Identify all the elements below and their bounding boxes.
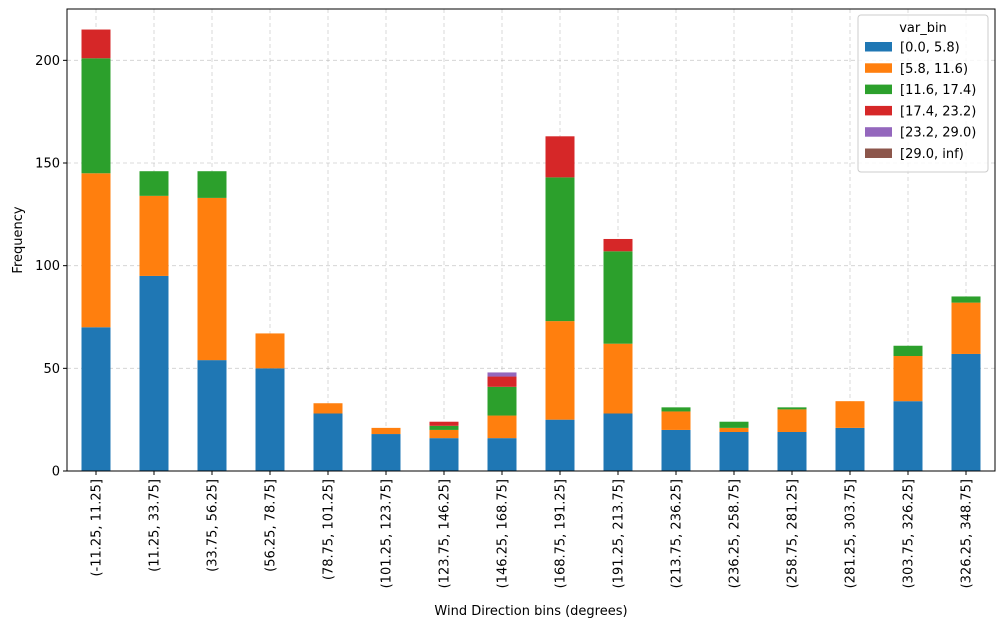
legend-label: [29.0, inf) (900, 147, 964, 162)
bar-segment (893, 356, 923, 402)
y-tick-label: 0 (52, 465, 60, 480)
bar-segment (603, 413, 633, 471)
bar-segment (603, 238, 633, 252)
legend-label: [17.4, 23.2) (900, 104, 976, 119)
y-axis: 0 50 100 150 200 (35, 54, 67, 480)
bar-segment (371, 427, 401, 435)
x-tick-label: (213.75, 236.25] (670, 479, 685, 588)
bar-segment (197, 171, 227, 198)
bar-segment (487, 372, 517, 377)
bar-segment (893, 401, 923, 471)
bar-segment (719, 427, 749, 432)
legend-label: [11.6, 17.4) (900, 83, 976, 98)
y-tick-label: 150 (35, 157, 60, 172)
y-axis-label: Frequency (11, 206, 26, 273)
bars (81, 29, 981, 471)
x-tick-label: (168.75, 191.25] (554, 479, 569, 588)
y-tick-label: 100 (35, 259, 60, 274)
bar-segment (429, 438, 459, 471)
x-tick-label: (236.25, 258.75] (728, 479, 743, 588)
bar-segment (487, 438, 517, 471)
legend-swatch (865, 105, 892, 116)
legend-label: [5.8, 11.6) (900, 62, 968, 77)
bar-segment (81, 58, 111, 174)
bar-segment (139, 195, 169, 276)
bar-segment (81, 173, 111, 328)
legend-swatch (865, 148, 892, 158)
bar-segment (661, 407, 691, 412)
bar-segment (661, 429, 691, 471)
bar-segment (545, 419, 575, 471)
bar-segment (603, 343, 633, 414)
bar-segment (371, 434, 401, 471)
x-tick-label: (191.25, 213.75] (612, 479, 627, 588)
bar-segment (139, 275, 169, 471)
x-axis-label: Wind Direction bins (degrees) (434, 604, 627, 619)
bar-segment (951, 302, 981, 354)
y-tick-label: 200 (35, 54, 60, 69)
x-tick-label: (-11.25, 11.25] (90, 479, 105, 577)
bar-segment (777, 409, 807, 432)
bar-segment (197, 197, 227, 361)
x-tick-label: (326.25, 348.75] (960, 479, 975, 588)
bar-segment (429, 425, 459, 430)
bar-segment (139, 171, 169, 196)
bar-segment (255, 333, 285, 369)
bar-segment (81, 29, 111, 59)
bar-segment (719, 421, 749, 428)
x-tick-label: (281.25, 303.75] (844, 479, 859, 588)
bar-segment (777, 431, 807, 471)
x-tick-label: (78.75, 101.25] (322, 479, 337, 580)
bar-segment (835, 401, 865, 428)
legend-swatch (865, 42, 892, 52)
legend-label: [0.0, 5.8) (900, 41, 960, 56)
x-tick-label: (303.75, 326.25] (902, 479, 917, 588)
x-tick-label: (101.25, 123.75] (380, 479, 395, 588)
x-tick-label: (258.75, 281.25] (786, 479, 801, 588)
bar-segment (255, 368, 285, 471)
legend-label: [23.2, 29.0) (900, 126, 976, 141)
x-tick-label: (123.75, 146.25] (438, 479, 453, 588)
bar-segment (197, 360, 227, 471)
bar-segment (429, 421, 459, 426)
x-axis: (-11.25, 11.25] (11.25, 33.75] (33.75, 56.… (90, 471, 975, 588)
bar-segment (835, 427, 865, 471)
plot-frame (66, 8, 996, 472)
bar-segment (545, 136, 575, 178)
bar-segment (661, 411, 691, 430)
bar-segment (603, 251, 633, 344)
bar-segment (313, 413, 343, 471)
bar-segment (313, 403, 343, 414)
bar-segment (719, 431, 749, 471)
legend-title: var_bin (899, 21, 947, 36)
legend-swatch (865, 127, 892, 137)
bar-segment (545, 321, 575, 420)
x-tick-label: (33.75, 56.25] (206, 479, 221, 572)
bar-segment (81, 327, 111, 471)
bar-segment (893, 345, 923, 357)
bar-segment (951, 296, 981, 303)
bar-segment (951, 353, 981, 471)
x-tick-label: (56.25, 78.75] (264, 479, 279, 572)
legend-swatch (865, 63, 892, 73)
legend: var_bin [0.0, 5.8) [5.8, 11.6) [11.6, 17.4… (857, 14, 989, 173)
bar-segment (487, 415, 517, 439)
bar-segment (777, 407, 807, 410)
bar-segment (429, 429, 459, 439)
legend-swatch (865, 84, 892, 95)
bar-segment (487, 386, 517, 416)
bar-segment (487, 376, 517, 387)
bar-segment (545, 177, 575, 322)
x-tick-label: (146.25, 168.75] (496, 479, 511, 588)
x-tick-label: (11.25, 33.75] (148, 479, 163, 572)
y-tick-label: 50 (43, 362, 60, 377)
